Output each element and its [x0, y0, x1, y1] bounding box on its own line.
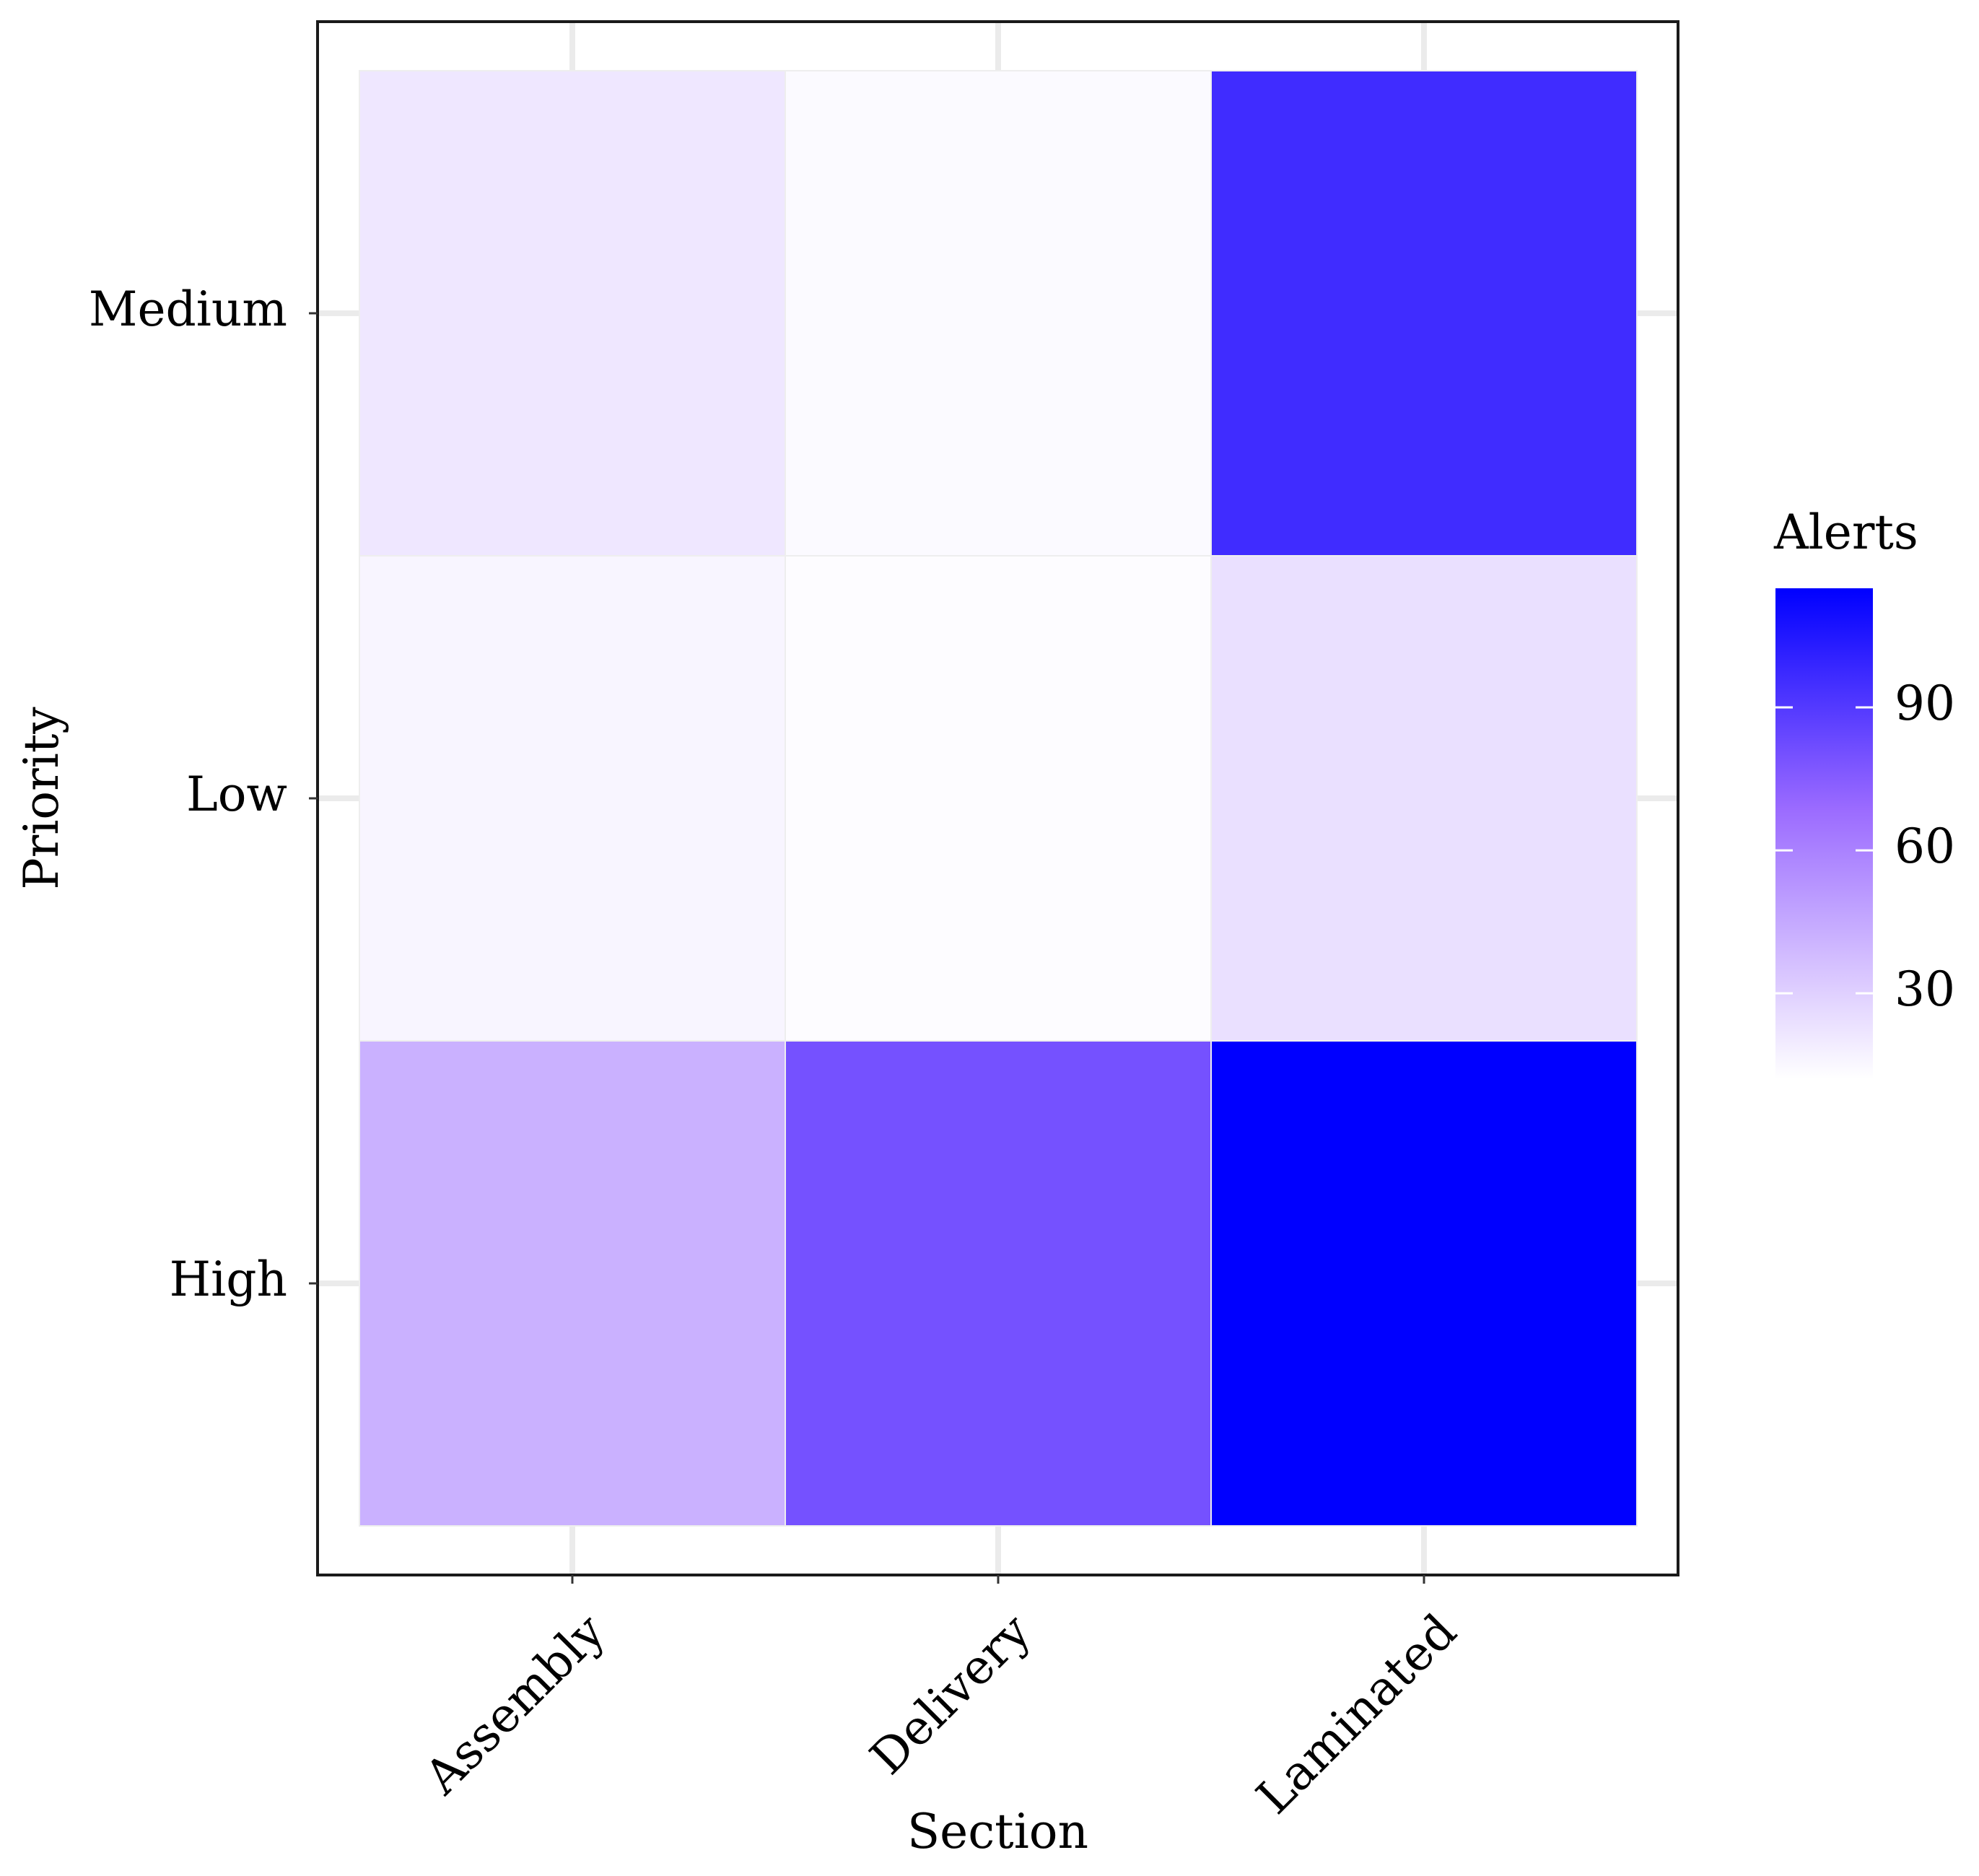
y-axis-title: Priority	[14, 707, 69, 890]
legend-tick-label: 30	[1895, 961, 1955, 1017]
y-tick-label: Medium	[89, 282, 287, 337]
heatmap-cell-high-delivery	[785, 1040, 1212, 1527]
heatmap-cell-high-assembly	[359, 1040, 786, 1527]
x-axis-title: Section	[907, 1804, 1088, 1859]
heatmap-cells	[359, 70, 1638, 1527]
heatmap-cell-medium-laminated	[1210, 70, 1638, 557]
y-tick-label: Low	[186, 767, 287, 822]
x-tick-label: Laminated	[1246, 1603, 1467, 1825]
color-legend: Alerts 30 60 90	[1773, 505, 1955, 1079]
legend-tick-label: 60	[1895, 819, 1955, 874]
heatmap-cell-high-laminated	[1210, 1040, 1638, 1527]
x-tick-label: Delivery	[860, 1603, 1041, 1785]
y-tick-label: High	[170, 1252, 287, 1307]
heatmap-cell-low-laminated	[1210, 555, 1638, 1042]
heatmap-cell-low-delivery	[785, 555, 1212, 1042]
legend-title: Alerts	[1773, 505, 1918, 560]
legend-ticks: 30 60 90	[1775, 676, 1955, 1017]
heatmap-cell-medium-assembly	[359, 70, 786, 557]
legend-colorbar	[1775, 588, 1873, 1079]
x-tick-label: Assembly	[414, 1603, 616, 1805]
heatmap-cell-low-assembly	[359, 555, 786, 1042]
heatmap-cell-medium-delivery	[785, 70, 1212, 557]
legend-tick-label: 90	[1895, 676, 1955, 731]
